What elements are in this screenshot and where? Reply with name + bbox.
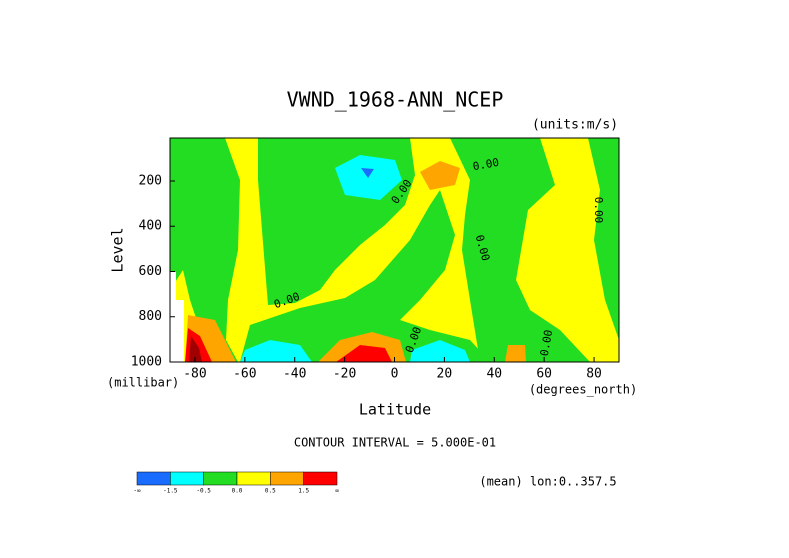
chart-title: VWND_1968-ANN_NCEP xyxy=(287,88,504,112)
contour-region xyxy=(335,155,402,200)
colorbar-swatch xyxy=(270,471,304,486)
y-unit: (millibar) xyxy=(107,376,179,390)
contour-region xyxy=(240,190,490,362)
colorbar-label: 0.5 xyxy=(265,488,276,495)
x-unit: (degrees_north) xyxy=(529,383,637,397)
colorbar-label: -0.5 xyxy=(196,488,211,495)
colorbar-label: 0.0 xyxy=(232,488,243,495)
contour-interval: CONTOUR INTERVAL = 5.000E-01 xyxy=(294,436,496,450)
footer: (mean) lon:0..357.5 xyxy=(479,475,616,489)
colorbar-swatch xyxy=(170,471,204,486)
contour-region xyxy=(336,345,392,362)
y-tick-label: 600 xyxy=(139,264,162,279)
x-tick-label: 0 xyxy=(391,367,399,382)
contour-region xyxy=(410,340,470,362)
contour-region xyxy=(361,168,374,178)
colorbar-label: -∞ xyxy=(133,488,141,495)
x-tick-label: -60 xyxy=(233,367,256,382)
contour-region xyxy=(420,161,460,190)
contour-region xyxy=(189,336,202,362)
x-tick-label: -80 xyxy=(183,367,206,382)
contour-field: 0.00 0.00 0.00 0.00 0.00 0.00 0.00 xyxy=(169,137,620,363)
contour-region xyxy=(505,345,526,362)
colorbar-label: ∞ xyxy=(335,488,339,495)
contour-region xyxy=(170,138,240,362)
x-tick-label: 40 xyxy=(486,367,502,382)
x-tick-label: 60 xyxy=(536,367,552,382)
y-tick-label: 200 xyxy=(139,173,162,188)
colorbar-swatch xyxy=(303,471,338,486)
units-label: (units:m/s) xyxy=(532,118,618,133)
x-tick-label: 80 xyxy=(586,367,602,382)
colorbar-swatch xyxy=(203,471,238,486)
x-tick-label: 20 xyxy=(437,367,453,382)
missing-data xyxy=(170,272,184,362)
colorbar-label: -1.5 xyxy=(163,488,178,495)
y-tick-label: 400 xyxy=(139,219,162,234)
contour-region xyxy=(450,138,590,362)
x-tick-label: -40 xyxy=(283,367,306,382)
x-axis-title: Latitude xyxy=(359,401,431,419)
colorbar-swatch xyxy=(136,471,171,486)
contour-region xyxy=(240,340,312,362)
contour-label: 0.00 xyxy=(538,329,555,357)
contour-region xyxy=(588,138,619,340)
colorbar-label: 1.5 xyxy=(298,488,309,495)
y-tick-label: 800 xyxy=(139,309,162,324)
y-axis-title: Level xyxy=(109,227,127,272)
x-tick-label: -20 xyxy=(333,367,356,382)
colorbar-swatch xyxy=(236,471,271,486)
contour-label: 0.00 xyxy=(592,197,605,224)
y-tick-label: 1000 xyxy=(131,355,162,370)
contour-label: 0.00 xyxy=(472,156,500,173)
